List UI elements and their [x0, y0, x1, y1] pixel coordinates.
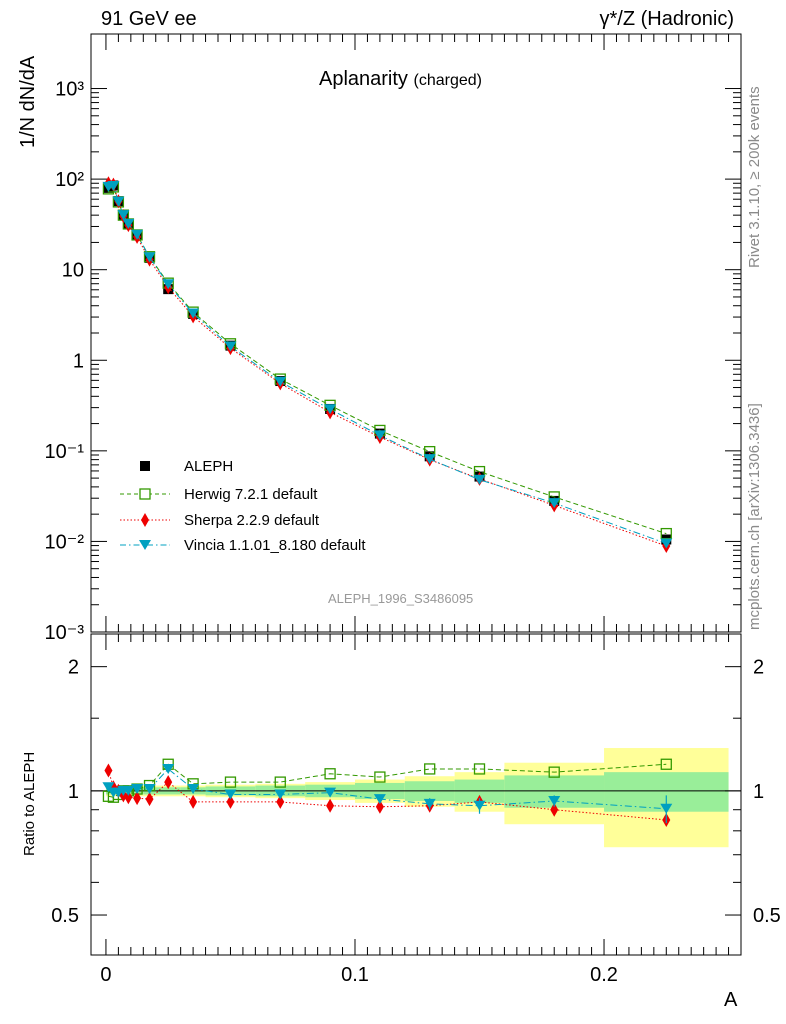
series-vincia-point [224, 341, 237, 352]
ratio-sherpa-point [276, 794, 285, 809]
y-tick-label: 10⁻² [45, 531, 85, 553]
y-tick-label: 10⁻¹ [45, 441, 85, 463]
ratio-sherpa-point [124, 790, 133, 805]
series-vincia-point [122, 218, 135, 229]
chart-title: Aplanarity (charged) [319, 68, 482, 90]
series-vincia-point [548, 498, 561, 509]
ratio-sherpa-point [226, 794, 235, 809]
ratio-vincia-point [274, 789, 287, 800]
ratio-vincia-point [324, 787, 337, 798]
series-vincia-point [112, 196, 125, 207]
ratio-vincia-point [122, 785, 135, 796]
series-vincia-point [324, 404, 337, 415]
series-vincia-point [162, 279, 175, 290]
x-tick-label: 0.2 [590, 964, 618, 986]
series-vincia-point [117, 210, 130, 221]
ratio-vincia-point [187, 784, 200, 795]
legend-label-herwig: Herwig 7.2.1 default [184, 485, 318, 503]
y-tick-label: 10⁻³ [45, 622, 85, 644]
ratio-tick-label-right: 0.5 [753, 905, 781, 927]
ratio-tick-label-right: 1 [753, 781, 764, 803]
header-right: γ*/Z (Hadronic) [599, 8, 734, 30]
ratio-tick-label: 2 [68, 657, 79, 679]
legend-item-herwig: Herwig 7.2.1 default [120, 483, 317, 505]
legend-marker-aleph [140, 461, 150, 471]
ratio-axis-label: Ratio to ALEPH [21, 751, 38, 856]
series-herwig-line [108, 186, 667, 535]
ratio-herwig-point [660, 758, 672, 770]
series-vincia-point [107, 180, 120, 191]
ratio-sherpa-point [550, 802, 559, 817]
mcplots-label: mcplots.cern.ch [arXiv:1306.3436] [746, 403, 763, 630]
ratio-herwig-point [548, 766, 560, 778]
y-tick-label: 1 [73, 350, 84, 372]
series-vincia-point [187, 308, 200, 319]
ratio-herwig-point [424, 763, 436, 775]
x-axis-label: A [724, 989, 738, 1011]
ratio-sherpa-point [375, 799, 384, 814]
x-tick-label: 0.1 [341, 964, 369, 986]
ratio-herwig-point [374, 771, 386, 783]
ratio-sherpa-point [145, 792, 154, 807]
ratio-vincia-point [423, 798, 436, 809]
y-tick-label: 10 [62, 260, 84, 282]
legend-item-sherpa: Sherpa 2.2.9 default [120, 509, 319, 531]
legend-label-aleph: ALEPH [184, 457, 234, 475]
y-tick-label: 10² [55, 169, 84, 191]
legend-label-sherpa: Sherpa 2.2.9 default [184, 511, 320, 529]
y-axis-label: 1/N dN/dA [17, 55, 39, 148]
ratio-sherpa-point [326, 798, 335, 813]
chart-subtitle: (charged) [413, 72, 482, 89]
ratio-sherpa-point [133, 791, 142, 806]
ratio-sherpa-point [104, 763, 113, 778]
legend-label-vincia: Vincia 1.1.01_8.180 default [184, 536, 366, 554]
ratio-tick-label: 1 [68, 781, 79, 803]
ratio-herwig-point [274, 776, 286, 788]
series-vincia-point [660, 538, 673, 549]
ratio-vincia-point [143, 784, 156, 795]
ratio-vincia-point [548, 795, 561, 806]
legend-marker-sherpa [120, 513, 170, 527]
analysis-label: ALEPH_1996_S3486095 [328, 591, 474, 606]
ratio-vincia-point [162, 763, 175, 774]
ratio-sherpa-point [164, 775, 173, 790]
series-vincia-point [274, 376, 287, 387]
ratio-vincia-point [373, 794, 386, 805]
header-left: 91 GeV ee [101, 8, 197, 30]
ratio-plot-frame [90, 633, 742, 956]
ratio-tick-label-right: 2 [753, 657, 764, 679]
series-vincia-point [473, 474, 486, 485]
series-vincia-point [423, 454, 436, 465]
ratio-herwig-point [324, 768, 336, 780]
ratio-herwig-point [224, 776, 237, 788]
legend-marker-herwig [120, 488, 170, 500]
y-tick-label: 10³ [55, 79, 84, 101]
series-vincia-point [131, 229, 144, 240]
ratio-vincia-point [473, 800, 486, 811]
rivet-version-label: Rivet 3.1.10, ≥ 200k events [746, 86, 763, 268]
ratio-vincia-point [660, 803, 673, 814]
ratio-sherpa-point [189, 794, 198, 809]
legend-marker-vincia [120, 540, 170, 550]
series-vincia-point [373, 430, 386, 441]
ratio-vincia-point [131, 784, 144, 795]
legend-item-aleph: ALEPH [120, 455, 233, 477]
legend-item-vincia: Vincia 1.1.01_8.180 default [120, 534, 366, 556]
ratio-tick-label: 0.5 [51, 905, 79, 927]
ratio-vincia-point [102, 782, 115, 793]
ratio-vincia-point [224, 789, 237, 800]
ratio-herwig-point [473, 763, 486, 775]
x-tick-label: 0 [100, 964, 111, 986]
series-vincia-point [143, 252, 156, 263]
